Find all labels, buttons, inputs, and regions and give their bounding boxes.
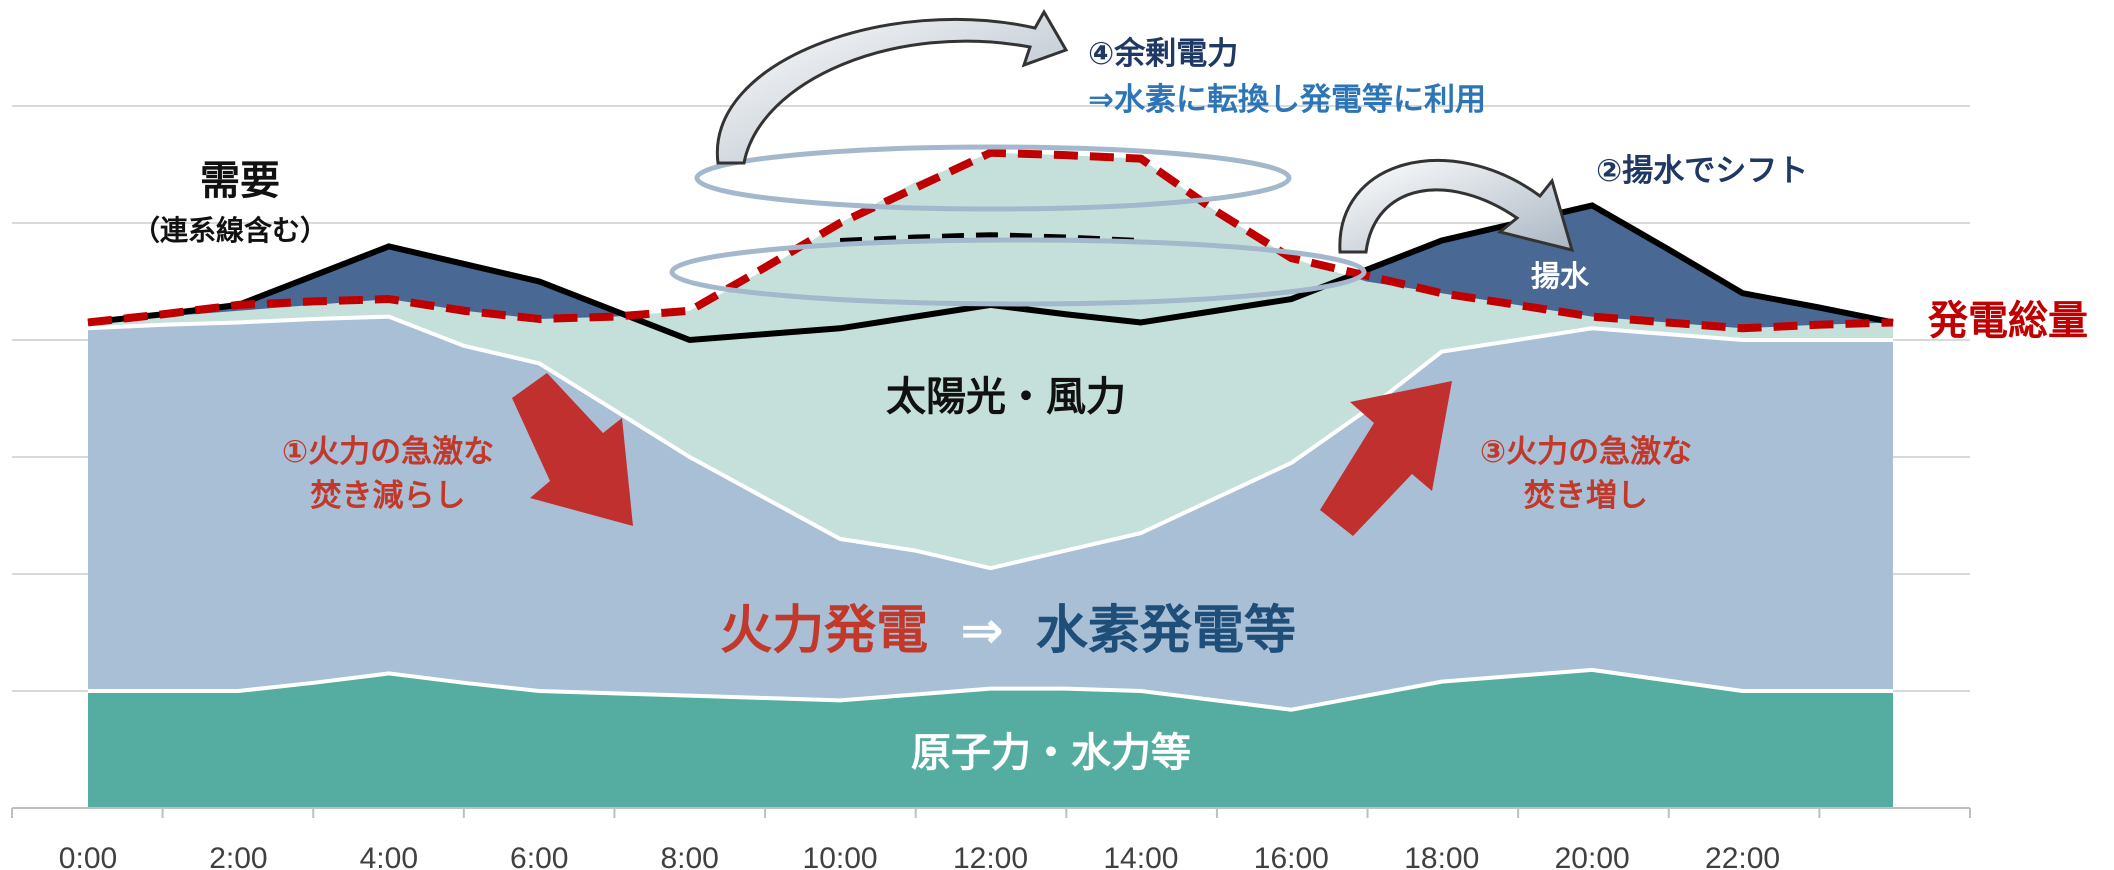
nuclear-hydro-area xyxy=(88,669,1893,808)
demand-title: 需要 xyxy=(200,158,280,204)
nuclear-boundary-line xyxy=(88,667,1893,712)
surplus-ellipse-lower xyxy=(669,237,1367,307)
thermal-increase-arrow xyxy=(1320,381,1452,536)
x-tick-label: 22:00 xyxy=(1705,842,1780,870)
thermal-label-a: 火力発電 xyxy=(720,601,928,661)
x-tick-label: 10:00 xyxy=(803,842,878,870)
curved-arrow-surplus xyxy=(715,8,1069,165)
demand-subtitle: （連系線含む） xyxy=(132,214,328,247)
x-tick-label: 2:00 xyxy=(209,842,267,870)
x-tick-label: 0:00 xyxy=(59,842,117,870)
x-tick-label: 8:00 xyxy=(660,842,718,870)
x-tick-label: 16:00 xyxy=(1254,842,1329,870)
x-tick-label: 4:00 xyxy=(360,842,418,870)
renewable-label: 太陽光・風力 xyxy=(886,374,1126,420)
total-generation-label: 発電総量 xyxy=(1928,298,2088,344)
step1-label-line2: 焚き減らし xyxy=(311,478,466,514)
nuclear-hydro-label: 原子力・水力等 xyxy=(911,730,1191,776)
step3-label-line2: 焚き増し xyxy=(1524,478,1648,514)
x-tick-label: 18:00 xyxy=(1404,842,1479,870)
step3-label-line1: ③火力の急激な xyxy=(1480,434,1692,470)
step1-label-line1: ①火力の急激な xyxy=(282,434,494,470)
step4-label-line2: ⇒水素に転換し発電等に利用 xyxy=(1088,82,1486,118)
curved-arrow-pumped xyxy=(1338,159,1575,254)
surplus-ellipse-upper xyxy=(694,144,1292,212)
pumped-storage-label: 揚水 xyxy=(1531,259,1590,293)
x-axis: 0:00 2:00 4:00 6:00 8:00 10:00 12:00 14:00 16:00… xyxy=(11,807,1971,870)
x-tick-label: 20:00 xyxy=(1555,842,1630,870)
thermal-boundary-line xyxy=(87,314,1893,571)
thermal-label: 火力発電 ⇒ 水素発電等 xyxy=(720,601,1296,661)
x-tick-label: 14:00 xyxy=(1103,842,1178,870)
total-generation-line xyxy=(87,148,1894,333)
thermal-decrease-arrow xyxy=(512,373,633,526)
x-tick-label: 6:00 xyxy=(510,842,568,870)
thermal-label-arrow: ⇒ xyxy=(960,601,1004,661)
step4-label-line1: ④余剰電力 xyxy=(1088,36,1238,72)
step2-label: ②揚水でシフト xyxy=(1596,153,1808,189)
x-tick-label: 12:00 xyxy=(953,842,1028,870)
thermal-label-b: 水素発電等 xyxy=(1036,601,1296,661)
surplus-ellipses xyxy=(669,144,1367,307)
